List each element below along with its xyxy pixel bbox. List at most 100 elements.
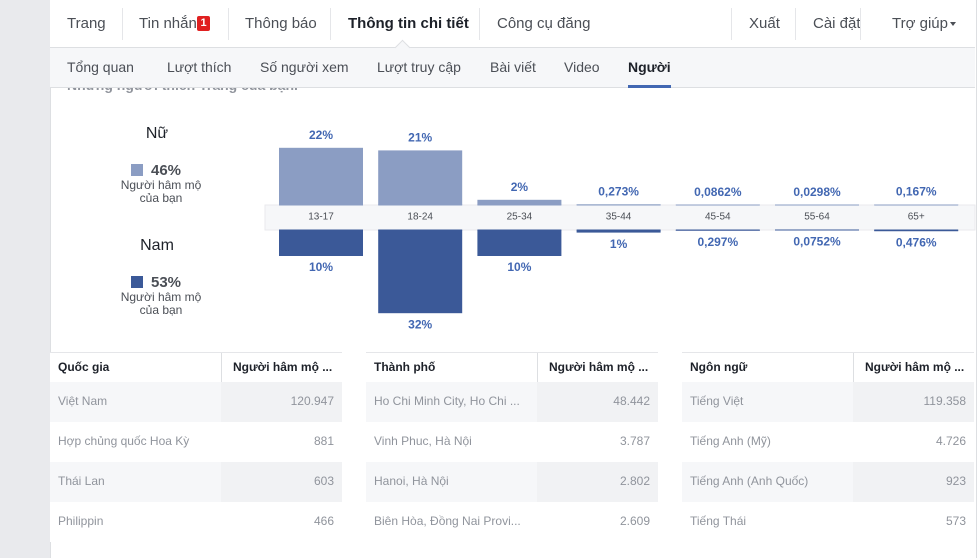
table-row: [682, 462, 853, 502]
table-cell: Tiếng Việt: [690, 394, 744, 408]
x-tick-label: 13-17: [308, 212, 334, 223]
table-value-cell-bg: [853, 502, 974, 542]
table-row: [50, 382, 221, 422]
legend-name: Nam: [140, 237, 174, 254]
table-number: 2.609: [619, 514, 650, 528]
value-label: 32%: [408, 317, 432, 331]
table-value-cell-bg: [853, 382, 974, 422]
bar: [576, 230, 661, 233]
nav-separator: [795, 8, 796, 40]
x-tick-label: 25-34: [507, 212, 533, 223]
tab[interactable]: Lượt thích: [167, 59, 232, 75]
table-row: [50, 502, 221, 542]
value-label: 10%: [507, 260, 531, 274]
header-divider: [537, 353, 538, 382]
nav-caret: [950, 22, 956, 26]
table-cell: Philippin: [58, 514, 104, 528]
bar: [675, 230, 760, 231]
nav-separator: [330, 8, 331, 40]
table-cell: Tiếng Anh (Mỹ): [690, 434, 771, 448]
tab[interactable]: Bài viết: [490, 59, 536, 75]
table-header-cell: Người hâm mộ ...: [865, 360, 965, 374]
legend-caption: Người hâm mộ của bạn: [121, 290, 202, 317]
bar: [378, 150, 463, 205]
bar: [378, 230, 463, 314]
table-value-cell-bg: [221, 502, 342, 542]
bar: [477, 199, 562, 205]
table-row: [682, 422, 853, 462]
value-label: 0,167%: [896, 185, 937, 199]
tab[interactable]: Người: [628, 58, 671, 88]
tab[interactable]: Video: [564, 59, 600, 75]
nav-separator: [860, 8, 861, 40]
table-row: [50, 462, 221, 502]
nav-item[interactable]: Trang: [67, 15, 106, 32]
table-cell: Hanoi, Hà Nội: [374, 474, 449, 488]
table-header-cell: Người hâm mộ ...: [549, 360, 649, 374]
bar: [874, 230, 959, 232]
bar: [279, 230, 363, 256]
table-row: [50, 422, 221, 462]
nav-separator: [479, 8, 480, 40]
legend-swatch: [131, 164, 143, 176]
value-label: 1%: [610, 237, 628, 251]
header-divider: [853, 353, 854, 382]
value-label: 0,273%: [598, 184, 639, 198]
legend-caption: Người hâm mộ của bạn: [121, 178, 202, 205]
table-number: 923: [945, 474, 966, 488]
nav-separator: [228, 8, 229, 40]
table-value-cell-bg: [221, 422, 342, 462]
table-row: [682, 502, 853, 542]
tab[interactable]: Lượt truy cập: [377, 59, 461, 75]
table-row: [366, 422, 537, 462]
value-label: 0,0298%: [793, 185, 841, 199]
table-number: 466: [313, 514, 334, 528]
nav-right-item[interactable]: Trợ giúp: [892, 15, 948, 32]
table-value-cell-bg: [537, 462, 658, 502]
table-cell: Biên Hòa, Đồng Nai Provi...: [374, 514, 521, 528]
bar: [279, 147, 363, 205]
nav-right-item[interactable]: Xuất: [749, 15, 780, 32]
value-label: 0,0752%: [793, 234, 841, 248]
table-header-cell: Thành phố: [374, 360, 436, 374]
nav-item[interactable]: Thông báo: [245, 15, 317, 32]
table-value-cell-bg: [853, 462, 974, 502]
tab[interactable]: Số người xem: [260, 59, 349, 75]
table-cell: Ho Chi Minh City, Ho Chi ...: [374, 394, 520, 408]
value-label: 22%: [309, 128, 333, 142]
table-number: 573: [945, 514, 966, 528]
table-number: 120.947: [290, 394, 334, 408]
nav-item[interactable]: Thông tin chi tiết: [348, 15, 469, 32]
table-header-cell: Ngôn ngữ: [690, 360, 748, 374]
x-tick-label: 45-54: [705, 212, 731, 223]
tab[interactable]: Tổng quan: [67, 59, 134, 75]
table-number: 119.358: [923, 394, 967, 408]
nav-item[interactable]: Công cụ đăng: [497, 15, 591, 32]
axis-band: [264, 204, 976, 231]
table-row: [366, 502, 537, 542]
x-tick-label: 35-44: [606, 212, 632, 223]
table-value-cell-bg: [221, 462, 342, 502]
table-header-cell: Quốc gia: [58, 360, 110, 374]
nav-right-item[interactable]: Cài đặt: [813, 15, 861, 32]
table-cell: Hợp chủng quốc Hoa Kỳ: [58, 434, 190, 448]
table-number: 603: [313, 474, 334, 488]
table-number: 2.802: [619, 474, 650, 488]
table-value-cell-bg: [537, 382, 658, 422]
nav-separator: [731, 8, 732, 40]
legend-total: 53%: [151, 274, 181, 291]
value-label: 21%: [408, 131, 432, 145]
tab-bar: [50, 48, 975, 88]
nav-item[interactable]: Tin nhắn: [139, 15, 197, 32]
value-label: 10%: [309, 260, 333, 274]
table-header-cell: Người hâm mộ ...: [233, 360, 333, 374]
x-tick-label: 18-24: [407, 212, 433, 223]
nav-badge: 1: [197, 16, 210, 31]
table-row: [366, 382, 537, 422]
x-tick-label: 65+: [908, 212, 925, 223]
nav-separator: [122, 8, 123, 40]
legend-swatch: [131, 276, 143, 288]
value-label: 2%: [511, 180, 529, 194]
